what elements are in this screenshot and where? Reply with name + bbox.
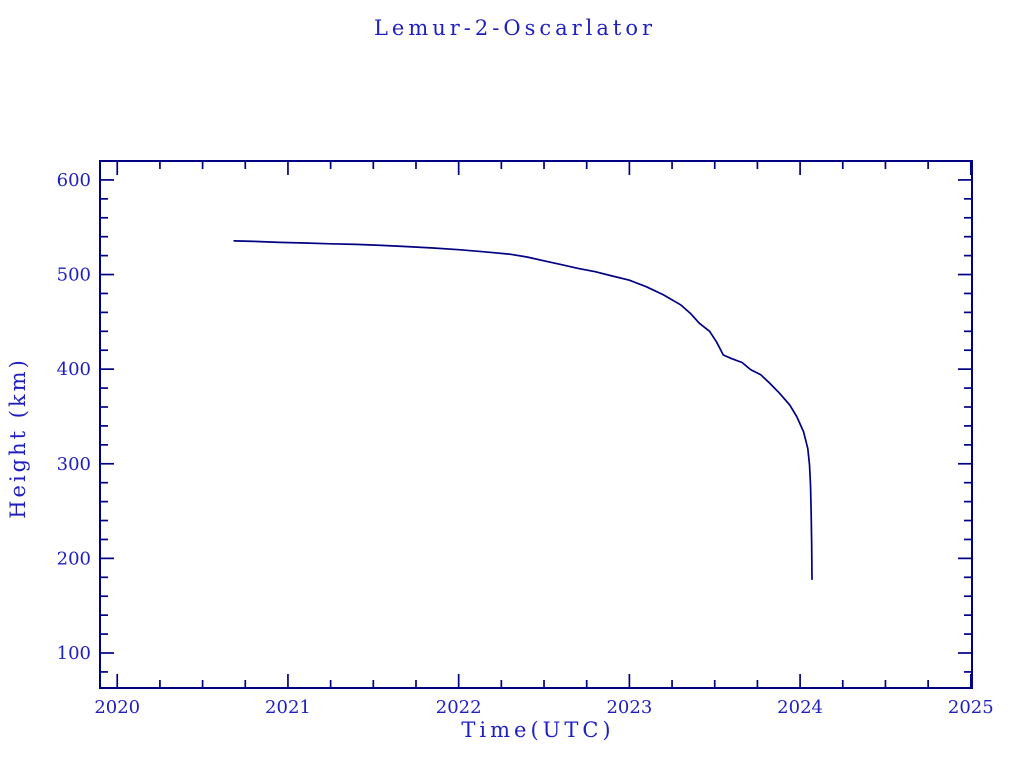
- y-tick-label: 600: [57, 170, 91, 191]
- x-tick-label: 2025: [948, 697, 994, 718]
- x-tick-label: 2024: [777, 697, 823, 718]
- y-tick-label: 500: [57, 265, 91, 286]
- y-tick-label: 200: [57, 548, 91, 569]
- x-tick-label: 2023: [606, 697, 652, 718]
- data-line-orbital-height: [233, 240, 813, 581]
- plot-frame: [99, 160, 973, 689]
- x-tick-label: 2021: [265, 697, 311, 718]
- x-tick-label: 2022: [436, 697, 482, 718]
- y-tick-label: 100: [57, 643, 91, 664]
- y-axis-title: Height (km): [6, 357, 30, 519]
- x-axis-title: Time(UTC): [461, 718, 615, 742]
- chart-title: Lemur-2-Oscarlator: [373, 16, 657, 40]
- y-tick-label: 300: [57, 454, 91, 475]
- y-tick-label: 400: [57, 359, 91, 380]
- x-tick-label: 2020: [94, 697, 140, 718]
